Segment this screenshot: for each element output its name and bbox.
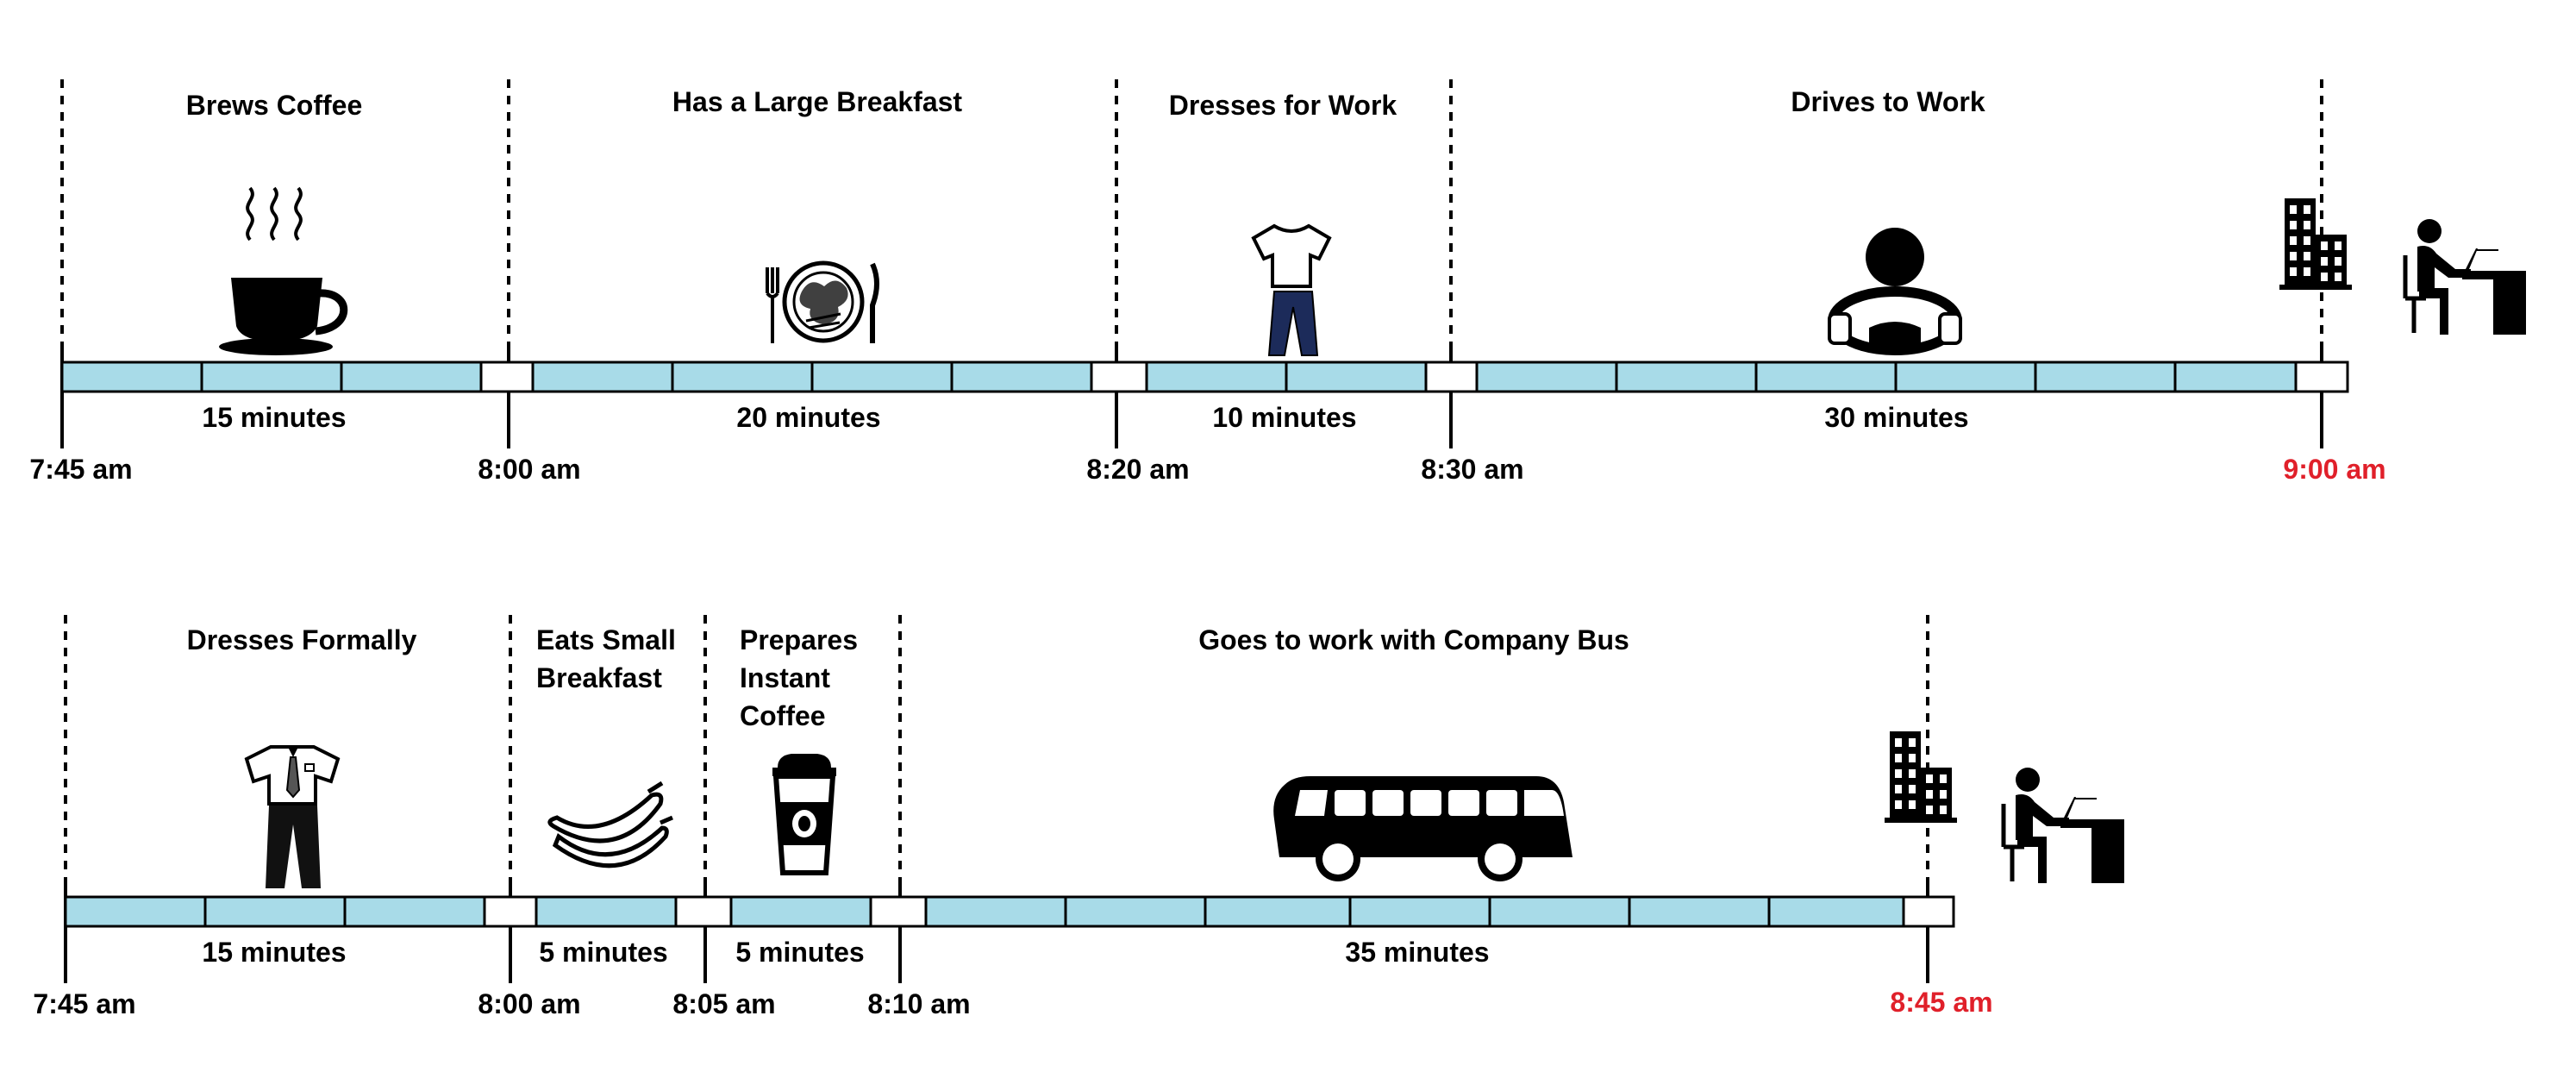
- duration-label: 30 minutes: [1824, 402, 1969, 433]
- activity-label: Drives to Work: [1791, 86, 1985, 117]
- duration-label: 35 minutes: [1345, 937, 1490, 968]
- duration-label: 10 minutes: [1212, 402, 1357, 433]
- time-label: 8:20 am: [1086, 454, 1190, 485]
- time-label: 8:00 am: [478, 988, 581, 1019]
- bus-icon: [1273, 776, 1572, 881]
- coffee-cup-icon: [219, 186, 348, 355]
- timeline-top: [60, 79, 2526, 448]
- time-label: 8:30 am: [1421, 454, 1524, 485]
- duration-label: 5 minutes: [539, 937, 668, 968]
- duration-label: 5 minutes: [735, 937, 865, 968]
- office-building-icon: [2279, 198, 2352, 290]
- bottom-dashed-dividers: [64, 615, 1929, 884]
- activity-label: Has a Large Breakfast: [672, 86, 963, 117]
- duration-label: 20 minutes: [736, 402, 881, 433]
- activity-label: Dresses Formally: [186, 624, 417, 655]
- activity-label: Dresses for Work: [1168, 90, 1397, 121]
- time-label: 8:05 am: [672, 988, 776, 1019]
- time-label: 8:00 am: [478, 454, 581, 485]
- plate-fork-knife-icon: [766, 260, 879, 343]
- takeaway-coffee-cup-icon: [772, 754, 836, 875]
- activity-label: Prepares Instant Coffee: [740, 624, 858, 731]
- arrival-time-label: 9:00 am: [2283, 454, 2386, 485]
- activity-label: Goes to work with Company Bus: [1198, 624, 1629, 655]
- top-dashed-dividers: [60, 79, 2323, 349]
- duration-label: 15 minutes: [202, 402, 347, 433]
- bottom-bar: [64, 895, 1955, 928]
- time-label: 8:10 am: [867, 988, 971, 1019]
- bananas-icon: [547, 781, 673, 868]
- person-at-desk-icon: [2403, 219, 2526, 335]
- duration-label: 15 minutes: [202, 937, 347, 968]
- driver-steering-wheel-icon: [1828, 228, 1962, 355]
- activity-label: Brews Coffee: [185, 90, 363, 121]
- top-bar: [60, 361, 2349, 393]
- top-tick-marks: [60, 349, 2323, 448]
- activity-label: Eats Small Breakfast: [536, 624, 676, 693]
- formal-outfit-icon: [244, 745, 341, 888]
- timeline-bottom: [64, 615, 2124, 983]
- tshirt-pants-icon: [1251, 223, 1332, 356]
- arrival-time-label: 8:45 am: [1890, 987, 1993, 1018]
- time-label: 7:45 am: [33, 988, 136, 1019]
- person-at-desk-icon: [2001, 768, 2124, 883]
- time-label: 7:45 am: [29, 454, 133, 485]
- office-building-icon: [1885, 731, 1957, 823]
